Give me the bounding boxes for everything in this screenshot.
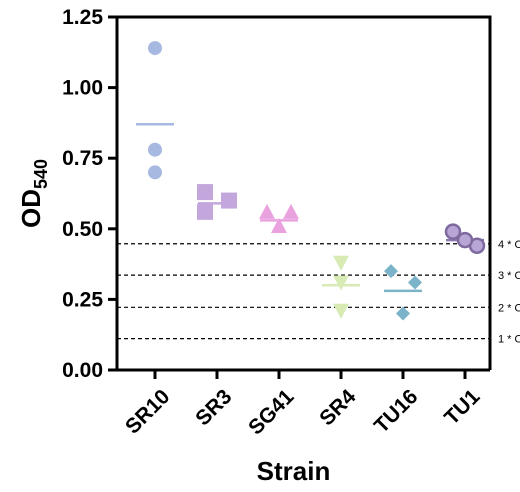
y-tick-label-3: 0.50 — [62, 218, 103, 241]
y-axis-title: OD540 — [16, 159, 51, 228]
point-tu1-1 — [444, 223, 462, 240]
point-tu16-3 — [396, 306, 410, 321]
x-tick-label-sr10: SR10 — [121, 385, 174, 438]
point-tu16-2 — [408, 275, 422, 290]
point-sr3-2 — [197, 203, 213, 220]
point-sr4-3 — [333, 303, 349, 319]
y-tick-label-2: 0.25 — [62, 288, 103, 311]
x-tick-label-tu1: TU1 — [440, 385, 485, 430]
point-sr3-3 — [221, 192, 237, 209]
y-tick-label-5: 1.00 — [62, 77, 103, 100]
mean-bars — [136, 123, 484, 293]
point-sr4-1 — [333, 255, 349, 271]
point-sg41-2 — [283, 203, 299, 219]
x-tick-label-sg41: SG41 — [244, 385, 298, 439]
point-sg41-3 — [271, 217, 287, 233]
threshold-label-3: 2 * ODc — [498, 302, 520, 316]
point-tu16-1 — [384, 264, 398, 279]
point-tu1-3 — [456, 231, 474, 249]
y-tick-label-6: 1.25 — [62, 6, 103, 29]
y-tick-label-1: 0.00 — [62, 359, 103, 382]
point-sr4-2 — [333, 275, 349, 291]
threshold-label-2: 3 * ODc — [498, 270, 520, 284]
point-sr10-2 — [148, 142, 162, 157]
point-sr10-1 — [148, 41, 162, 56]
x-axis-title: Strain — [257, 456, 331, 486]
point-sr10-3 — [148, 165, 162, 180]
point-sr3-1 — [197, 184, 213, 201]
threshold-lines: 4 * ODc 3 * ODc 2 * ODc 1 * ODc — [117, 239, 520, 348]
threshold-label-4: 1 * ODc — [498, 334, 520, 348]
x-tick-label-tu16: TU16 — [370, 385, 423, 438]
y-tick-label-4: 0.75 — [62, 147, 103, 170]
data-points — [148, 41, 486, 321]
x-tick-label-sr4: SR4 — [315, 385, 360, 430]
axes — [108, 15, 492, 379]
threshold-label-1: 4 * ODc — [498, 239, 520, 253]
x-tick-label-sr3: SR3 — [191, 385, 236, 430]
point-sg41-1 — [259, 203, 275, 219]
